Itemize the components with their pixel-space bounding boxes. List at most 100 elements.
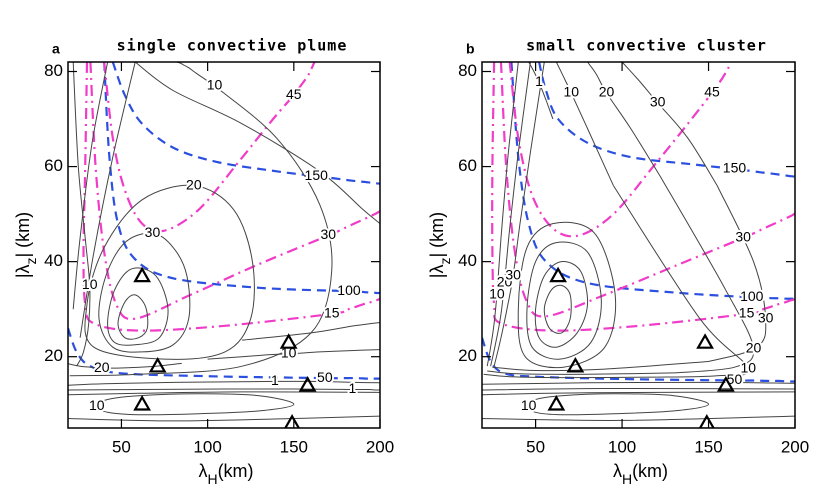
contour-line xyxy=(708,185,767,362)
y-axis-suffix: | (km) xyxy=(13,212,33,258)
marker-triangle xyxy=(547,395,566,411)
x-axis-symbol: λ xyxy=(613,461,622,481)
contour-line xyxy=(528,62,554,120)
y-axis-prefix: |λ xyxy=(427,264,447,278)
reference-line xyxy=(499,62,795,318)
contour-label: 10 xyxy=(82,276,98,292)
marker-triangle xyxy=(566,356,585,373)
contour-line xyxy=(96,393,295,416)
chart-title: single convective plume xyxy=(117,37,348,55)
y-tick-label: 60 xyxy=(458,156,477,175)
contour-line xyxy=(134,62,380,224)
contour-line xyxy=(98,232,191,353)
x-axis-unit: (km) xyxy=(218,461,254,481)
y-tick-label: 80 xyxy=(458,61,477,80)
contour-label: 45 xyxy=(286,86,302,102)
contour-line xyxy=(486,62,519,367)
contour-label: 15 xyxy=(739,305,755,321)
contour-line xyxy=(517,221,617,369)
x-tick-label: 50 xyxy=(526,437,545,456)
x-axis-subscript: H xyxy=(622,471,632,487)
contour-label: 45 xyxy=(704,84,720,100)
reference-line xyxy=(82,62,380,332)
plot-frame xyxy=(67,61,381,429)
contour-label: 150 xyxy=(723,160,747,176)
y-tick-label: 40 xyxy=(458,251,477,270)
contour-line xyxy=(587,62,661,177)
reference-line xyxy=(510,62,795,300)
y-tick-label: 20 xyxy=(458,346,477,365)
x-axis-symbol: λ xyxy=(198,461,207,481)
contour-line xyxy=(107,267,169,346)
x-axis-label: λH(km) xyxy=(613,461,668,487)
x-axis-subscript: H xyxy=(207,471,217,487)
reference-line xyxy=(103,62,380,295)
contour-line xyxy=(242,322,380,341)
marker-triangle xyxy=(298,376,317,392)
contour-label: 20 xyxy=(599,84,615,100)
contour-line xyxy=(207,349,380,360)
contour-label: 30 xyxy=(735,229,751,245)
contour-line xyxy=(68,362,182,369)
reference-line xyxy=(89,62,380,321)
contour-label: 10 xyxy=(489,286,505,302)
reference-line xyxy=(508,62,732,238)
contour-line xyxy=(482,391,795,396)
contour-line xyxy=(68,391,380,396)
x-tick-label: 100 xyxy=(608,437,636,456)
chart-title: small convective cluster xyxy=(526,37,767,55)
contour-line xyxy=(68,380,380,386)
marker-triangle xyxy=(148,356,167,373)
contour-line xyxy=(72,62,109,310)
contour-line xyxy=(526,241,602,360)
y-axis-suffix: | (km) xyxy=(427,212,447,258)
contour-label: 150 xyxy=(305,167,329,183)
contour-label: 1 xyxy=(271,372,279,388)
contour-line xyxy=(493,62,545,367)
reference-line xyxy=(491,62,795,332)
contour-line xyxy=(79,62,136,338)
y-tick-label: 40 xyxy=(44,251,63,270)
contour-label: 30 xyxy=(320,226,336,242)
marker-triangle xyxy=(279,333,298,349)
x-axis-label: λH(km) xyxy=(198,461,253,487)
contour-label: 20 xyxy=(497,274,513,290)
contour-label: 30 xyxy=(650,94,666,110)
contour-line xyxy=(68,415,380,422)
contour-line xyxy=(492,361,709,372)
contour-label: 10 xyxy=(521,397,537,413)
panel-letter: b xyxy=(466,41,475,57)
marker-triangle xyxy=(696,333,714,349)
contour-label: 50 xyxy=(317,369,333,385)
contour-line xyxy=(543,284,572,334)
contour-label: 20 xyxy=(746,339,762,355)
contour-line xyxy=(72,62,91,367)
marker-triangle xyxy=(549,266,567,283)
contour-label: 15 xyxy=(324,305,340,321)
contour-label: 1 xyxy=(349,380,357,396)
marker-triangle xyxy=(133,266,152,283)
contour-line xyxy=(482,415,795,421)
reference-line xyxy=(538,62,795,178)
contour-label: 10 xyxy=(207,76,223,92)
y-tick-label: 60 xyxy=(44,156,63,175)
contour-line xyxy=(84,184,255,360)
contour-line xyxy=(69,62,333,377)
contour-label: 30 xyxy=(145,224,161,240)
reference-line xyxy=(111,62,380,185)
contour-label: 20 xyxy=(186,176,202,192)
x-tick-label: 150 xyxy=(694,437,722,456)
panel: b small convective cluster 150 100 50 45 30 15 3… xyxy=(427,37,809,487)
marker-triangle xyxy=(133,395,152,411)
y-tick-label: 80 xyxy=(44,61,63,80)
reference-line xyxy=(68,327,380,380)
contour-line xyxy=(534,260,589,348)
x-tick-label: 50 xyxy=(112,437,131,456)
panel: a single convective plume1501005045301530… xyxy=(13,37,394,487)
contour-line xyxy=(483,373,657,379)
contour-label: 50 xyxy=(727,371,743,387)
y-axis-subscript: z xyxy=(23,257,39,264)
